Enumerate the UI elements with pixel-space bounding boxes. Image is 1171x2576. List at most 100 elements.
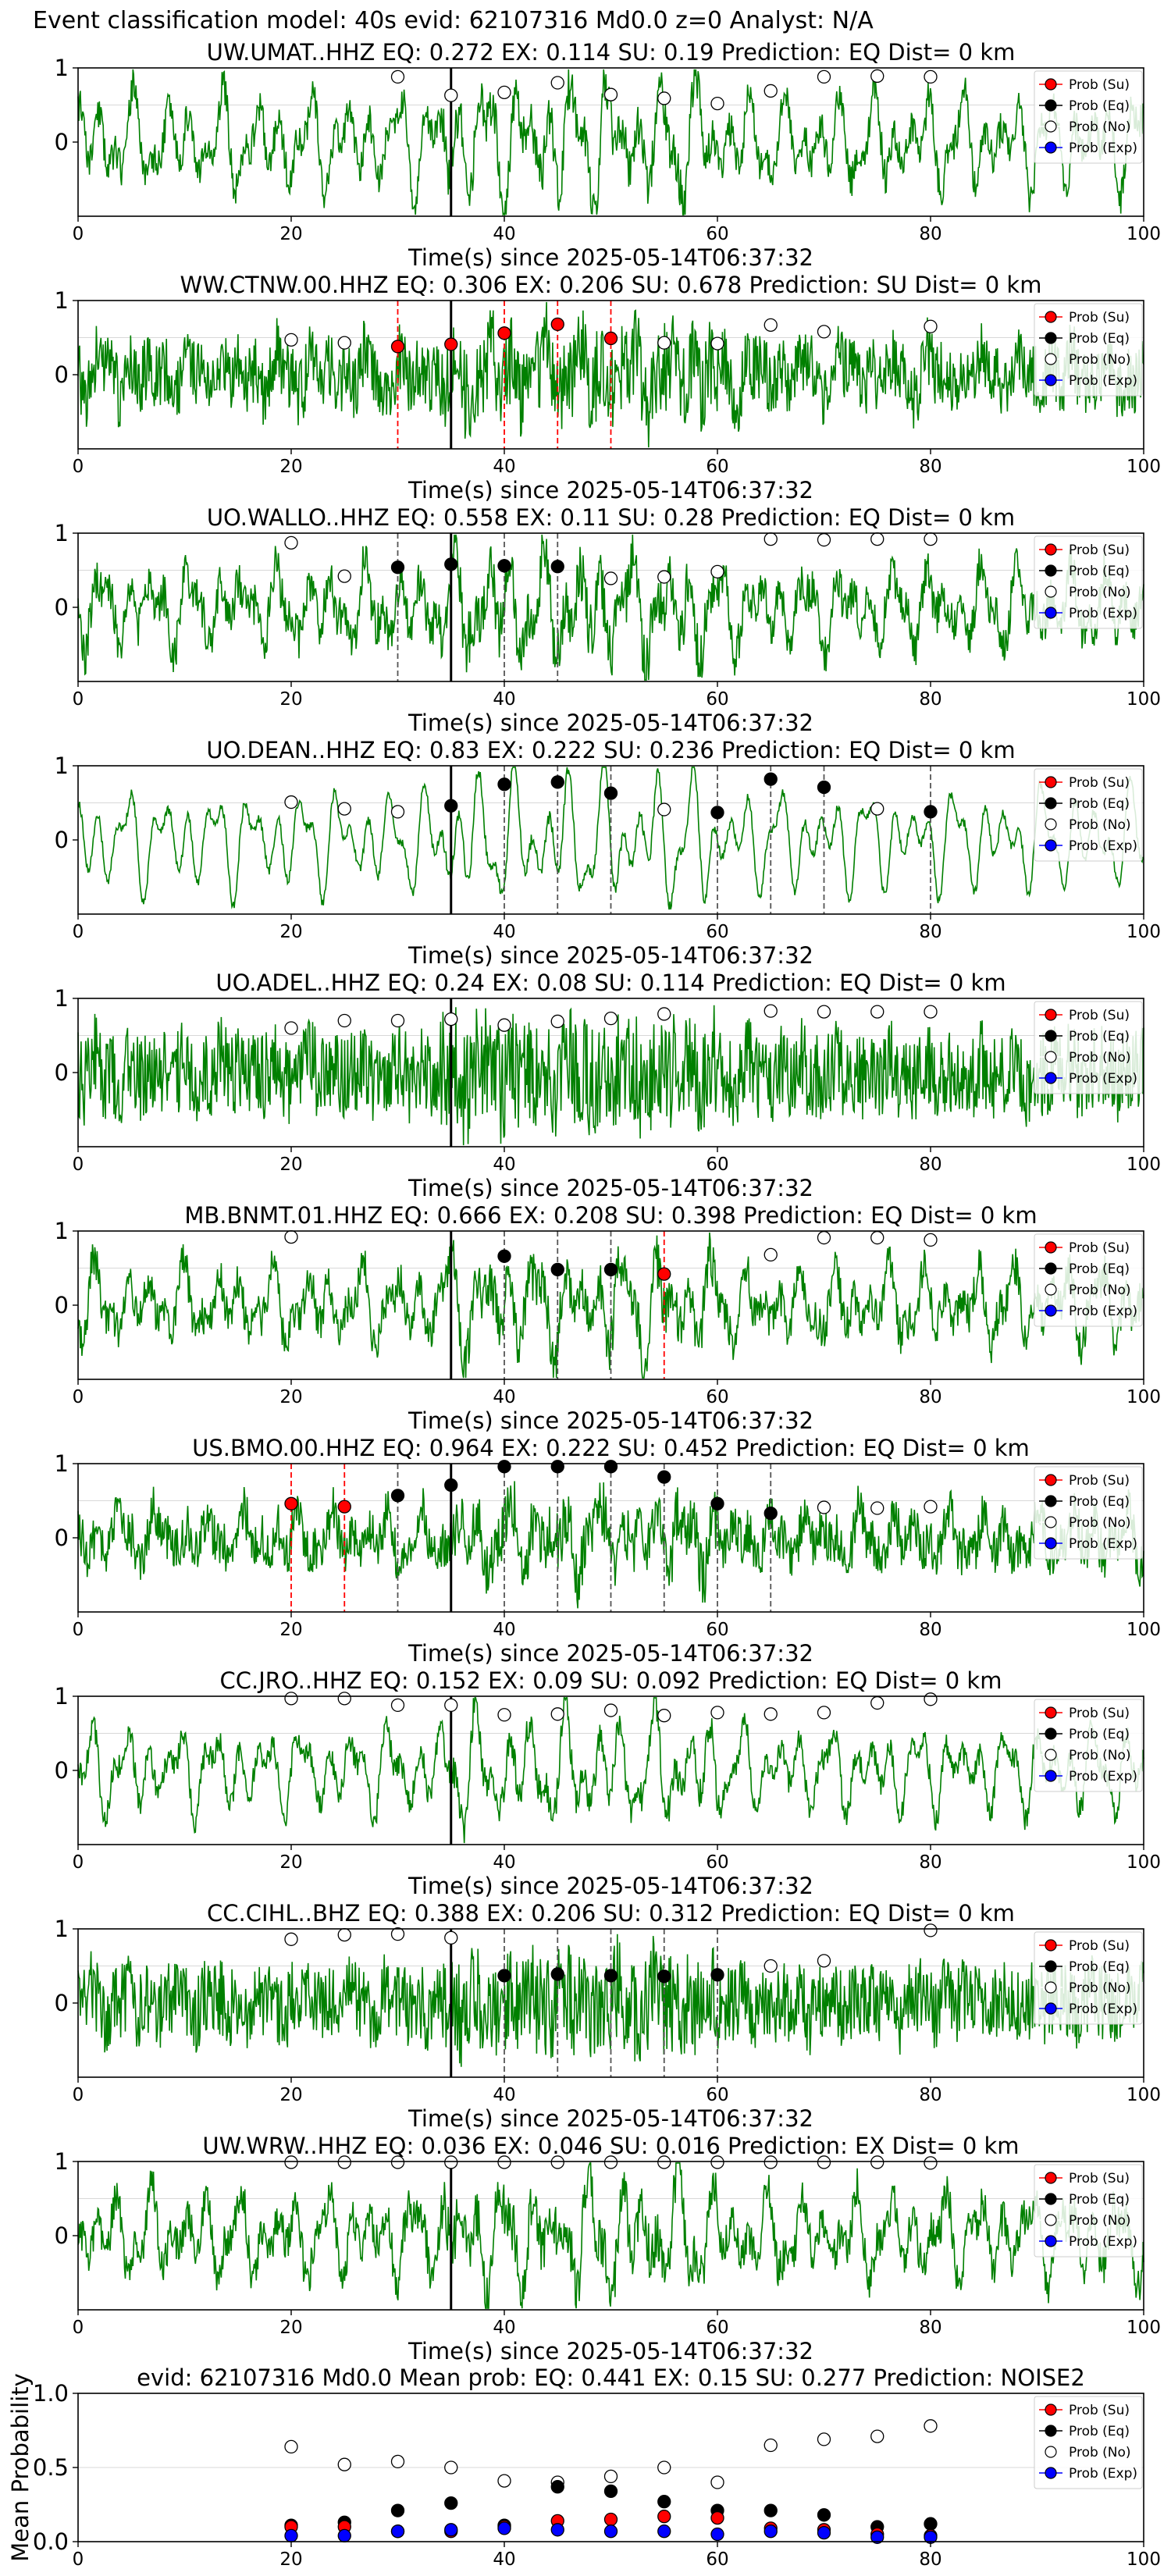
legend-marker	[1045, 1495, 1057, 1507]
legend-box	[1034, 2396, 1143, 2489]
legend-label: Prob (Eq)	[1069, 1261, 1130, 1277]
legend-marker	[1045, 1241, 1057, 1254]
prob-eq-point	[444, 799, 458, 813]
legend-marker	[1045, 332, 1057, 344]
prob-no-point	[497, 85, 511, 99]
panel-title: UO.DEAN..HHZ EQ: 0.83 EX: 0.222 SU: 0.23…	[206, 737, 1015, 763]
prob-no-point	[390, 69, 405, 84]
x-tick-label: 20	[279, 1852, 302, 1873]
mean-prob-point	[284, 2528, 298, 2543]
x-tick-label: 80	[919, 2085, 941, 2105]
x-tick-label: 100	[1127, 1155, 1161, 1175]
prob-eq-point	[550, 1262, 564, 1277]
mean-prob-point	[337, 2457, 351, 2471]
legend-label: Prob (No)	[1069, 2445, 1131, 2460]
x-tick-label: 0	[73, 1620, 84, 1640]
legend-label: Prob (Su)	[1069, 1706, 1130, 1721]
mean-prob-point	[657, 2495, 671, 2509]
panel-9: CC.CIHL..BHZ EQ: 0.388 EX: 0.206 SU: 0.3…	[55, 1900, 1161, 2132]
prob-no-point	[284, 333, 298, 347]
x-tick-label: 0	[73, 2549, 84, 2570]
prob-no-point	[870, 1230, 884, 1245]
panel-11: evid: 62107316 Md0.0 Mean prob: EQ: 0.44…	[7, 2364, 1161, 2570]
waveform-trace	[77, 1232, 1144, 1379]
prob-no-point	[337, 1692, 351, 1706]
prob-no-point	[763, 1959, 778, 1973]
prob-no-point	[337, 1013, 351, 1028]
x-tick-label: 0	[73, 1387, 84, 1407]
x-tick-label: 20	[279, 1155, 302, 1175]
prob-su-point	[550, 317, 564, 332]
x-tick-label: 60	[706, 1852, 728, 1873]
legend-box	[1034, 1466, 1143, 1560]
panel-title: UW.UMAT..HHZ EQ: 0.272 EX: 0.114 SU: 0.1…	[207, 39, 1016, 66]
mean-prob-point	[710, 2510, 724, 2525]
y-tick-label: 0	[55, 1059, 69, 1086]
mean-prob-point	[817, 2432, 831, 2446]
legend-marker	[1045, 2467, 1057, 2479]
prob-no-point	[284, 1932, 298, 1946]
y-tick-label: 0	[55, 1525, 69, 1551]
prob-no-point	[603, 1012, 618, 1026]
legend-box	[1034, 768, 1143, 862]
mean-prob-point	[603, 2484, 618, 2499]
y-tick-label: 1	[55, 287, 69, 314]
prob-no-point	[284, 1692, 298, 1706]
waveform-trace	[77, 1481, 1144, 1609]
prob-no-point	[924, 1005, 938, 1019]
prob-no-point	[924, 1923, 938, 1937]
x-tick-label: 100	[1127, 2085, 1161, 2105]
x-tick-label: 40	[493, 2318, 515, 2338]
legend-box	[1034, 2164, 1143, 2258]
y-tick-label: 1	[55, 985, 69, 1012]
prob-no-point	[337, 569, 351, 583]
panel-title: CC.CIHL..BHZ EQ: 0.388 EX: 0.206 SU: 0.3…	[207, 1900, 1015, 1927]
x-axis-label: Time(s) since 2025-05-14T06:37:32	[408, 1873, 813, 1899]
x-tick-label: 60	[706, 2085, 728, 2105]
panel-title: US.BMO.00.HHZ EQ: 0.964 EX: 0.222 SU: 0.…	[192, 1435, 1030, 1461]
panel-title: UO.ADEL..HHZ EQ: 0.24 EX: 0.08 SU: 0.114…	[215, 970, 1005, 996]
prob-no-point	[603, 1703, 618, 1717]
x-tick-label: 20	[279, 2318, 302, 2338]
prob-no-point	[284, 535, 298, 550]
prob-no-point	[924, 1500, 938, 1514]
legend-marker	[1045, 797, 1057, 809]
mean-prob-point	[497, 2474, 511, 2488]
legend-label: Prob (Exp)	[1069, 1769, 1137, 1784]
legend-label: Prob (No)	[1069, 1050, 1131, 1066]
prob-eq-point	[763, 772, 778, 786]
prob-eq-point	[550, 1967, 564, 1981]
prob-eq-point	[497, 1249, 511, 1263]
legend-marker	[1045, 607, 1057, 619]
prob-no-point	[763, 84, 778, 98]
legend-marker	[1045, 2425, 1057, 2437]
prob-no-point	[924, 319, 938, 333]
legend-label: Prob (Exp)	[1069, 2234, 1137, 2250]
prob-no-point	[550, 1707, 564, 1721]
panel-title: UW.WRW..HHZ EQ: 0.036 EX: 0.046 SU: 0.01…	[202, 2133, 1019, 2159]
prob-eq-point	[497, 559, 511, 573]
mean-prob-point	[657, 2524, 671, 2539]
y-tick-label: 0	[55, 1292, 69, 1318]
x-axis-label: Time(s) since 2025-05-14T06:37:32	[408, 1175, 813, 1201]
x-tick-label: 80	[919, 1620, 941, 1640]
legend-label: Prob (Exp)	[1069, 838, 1137, 854]
prob-no-point	[817, 1954, 831, 1968]
prob-no-point	[924, 1233, 938, 1247]
legend-marker	[1045, 839, 1057, 852]
legend-marker	[1045, 1749, 1057, 1761]
mean-prob-point	[603, 2524, 618, 2539]
x-tick-label: 80	[919, 1155, 941, 1175]
y-tick-label: 1	[55, 520, 69, 546]
legend-label: Prob (No)	[1069, 2213, 1131, 2229]
legend-marker	[1045, 585, 1057, 598]
x-tick-label: 40	[493, 457, 515, 477]
y-axis-label: Mean Probability	[7, 2373, 34, 2562]
x-tick-label: 40	[493, 1852, 515, 1873]
legend-label: Prob (Exp)	[1069, 606, 1137, 621]
x-tick-label: 80	[919, 689, 941, 710]
x-tick-label: 0	[73, 224, 84, 244]
mean-prob-point	[550, 2480, 564, 2494]
x-tick-label: 20	[279, 2085, 302, 2105]
